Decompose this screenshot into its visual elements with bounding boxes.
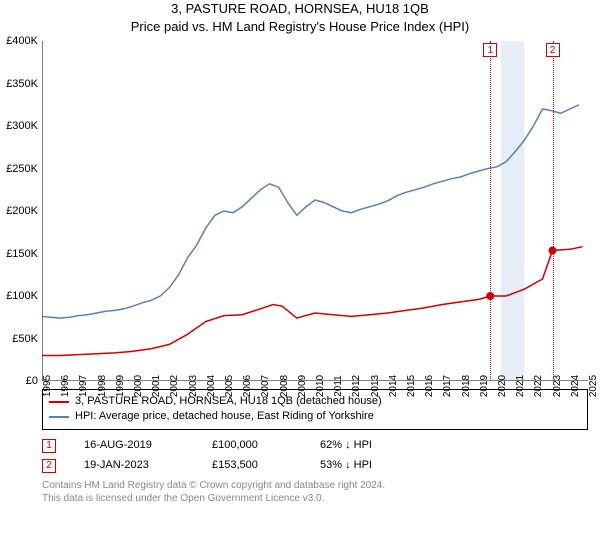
y-tick-label: £0 (26, 375, 38, 387)
x-tick-label: 2005 (224, 375, 235, 397)
event-tag: 2 (42, 459, 56, 473)
x-tick-label: 2019 (479, 375, 490, 397)
x-tick-label: 1995 (42, 375, 53, 397)
y-tick-label: £400K (6, 35, 38, 47)
event-marker-tag: 1 (483, 43, 497, 57)
legend-swatch (49, 401, 69, 403)
x-tick-label: 2010 (315, 375, 326, 397)
x-tick-label: 2020 (497, 375, 508, 397)
event-row: 2 19-JAN-2023 £153,500 53% ↓ HPI (42, 456, 588, 476)
page-subtitle: Price paid vs. HM Land Registry's House … (0, 18, 600, 36)
x-tick-label: 1999 (115, 375, 126, 397)
x-tick-label: 2025 (588, 375, 599, 397)
y-tick-label: £100K (6, 290, 38, 302)
legend-row: HPI: Average price, detached house, East… (49, 409, 581, 424)
x-tick-label: 2007 (260, 375, 271, 397)
y-tick-label: £200K (6, 205, 38, 217)
x-tick-label: 2012 (351, 375, 362, 397)
event-date: 19-JAN-2023 (84, 456, 184, 476)
x-tick-label: 2015 (406, 375, 417, 397)
event-marker-line (553, 41, 554, 381)
y-tick-label: £300K (6, 120, 38, 132)
attribution-line2: This data is licensed under the Open Gov… (42, 492, 588, 505)
event-pct: 53% ↓ HPI (320, 456, 410, 476)
event-row: 1 16-AUG-2019 £100,000 62% ↓ HPI (42, 436, 588, 456)
x-tick-label: 2003 (188, 375, 199, 397)
events-table: 1 16-AUG-2019 £100,000 62% ↓ HPI 2 19-JAN-202… (42, 436, 588, 476)
series-hpi (42, 105, 579, 318)
event-pct: 62% ↓ HPI (320, 436, 410, 456)
event-marker-line (490, 41, 491, 381)
attribution-line1: Contains HM Land Registry data © Crown c… (42, 479, 588, 492)
x-tick-label: 2017 (442, 375, 453, 397)
event-price: £100,000 (212, 436, 292, 456)
x-tick-label: 2024 (570, 375, 581, 397)
x-tick-label: 2008 (279, 375, 290, 397)
chart-area: £0£50K£100K£150K£200K£250K£300K£350K£400… (42, 41, 588, 381)
highlight-band (501, 41, 525, 381)
event-tag: 1 (42, 439, 56, 453)
attribution: Contains HM Land Registry data © Crown c… (42, 479, 588, 505)
x-tick-label: 1997 (78, 375, 89, 397)
y-tick-label: £50K (12, 333, 38, 345)
x-tick-label: 2004 (206, 375, 217, 397)
y-tick-label: £350K (6, 78, 38, 90)
x-tick-label: 2002 (169, 375, 180, 397)
y-tick-label: £150K (6, 248, 38, 260)
event-marker-tag: 2 (546, 43, 560, 57)
page-title: 3, PASTURE ROAD, HORNSEA, HU18 1QB (0, 0, 600, 18)
x-tick-label: 2000 (133, 375, 144, 397)
chart-svg (42, 41, 588, 381)
x-tick-label: 1996 (60, 375, 71, 397)
x-tick-label: 2006 (242, 375, 253, 397)
x-tick-label: 2021 (515, 375, 526, 397)
legend-swatch (49, 416, 69, 418)
chart-wrap: £0£50K£100K£150K£200K£250K£300K£350K£400… (42, 41, 588, 381)
x-tick-label: 2022 (533, 375, 544, 397)
x-tick-label: 2001 (151, 375, 162, 397)
x-tick-label: 2013 (370, 375, 381, 397)
y-tick-label: £250K (6, 163, 38, 175)
x-tick-label: 2011 (333, 375, 344, 397)
x-tick-label: 2009 (297, 375, 308, 397)
x-tick-label: 2018 (461, 375, 472, 397)
x-tick-label: 2014 (388, 375, 399, 397)
x-tick-label: 2016 (424, 375, 435, 397)
legend-label: HPI: Average price, detached house, East… (75, 409, 374, 424)
event-date: 16-AUG-2019 (84, 436, 184, 456)
event-price: £153,500 (212, 456, 292, 476)
x-tick-label: 1998 (97, 375, 108, 397)
